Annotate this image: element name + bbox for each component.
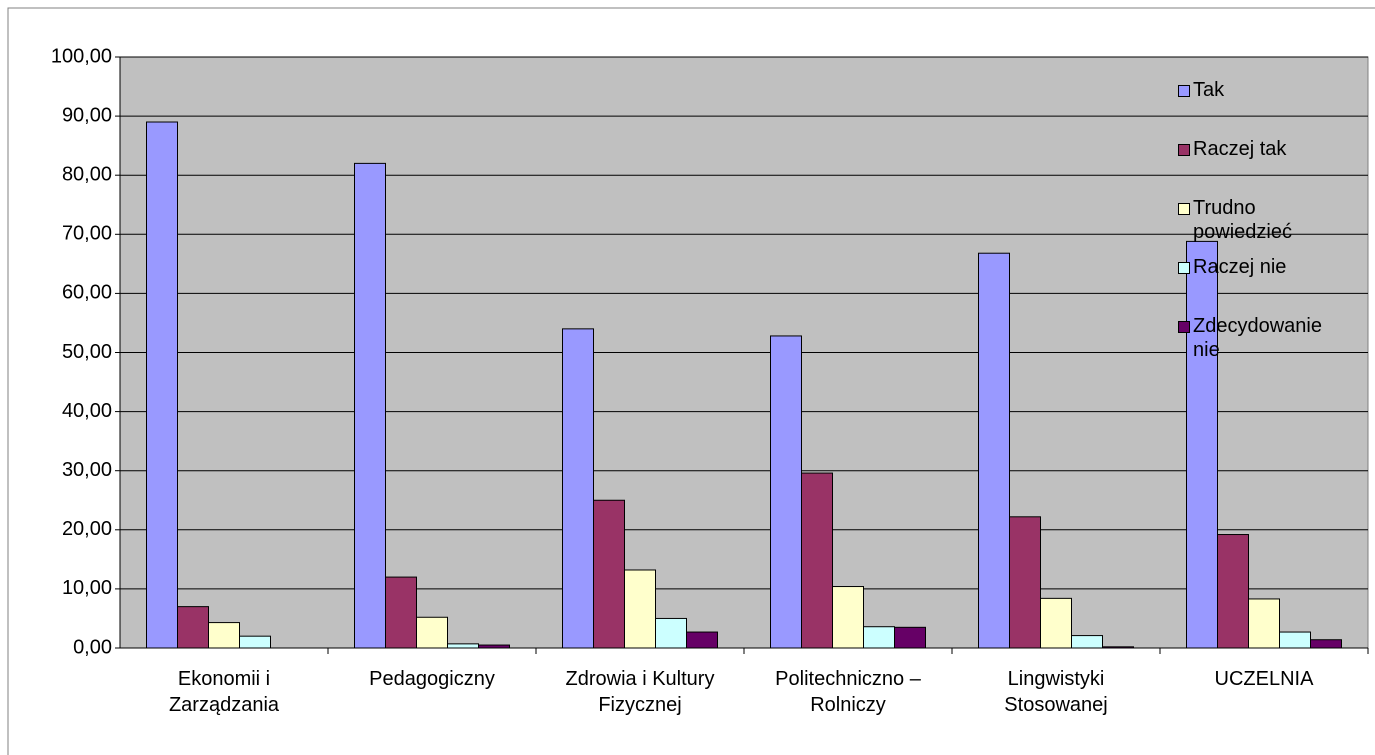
bar bbox=[385, 576, 417, 649]
bar bbox=[239, 635, 271, 649]
legend-label: Raczej tak bbox=[1193, 138, 1287, 160]
bar bbox=[863, 626, 895, 649]
legend-label: Tak bbox=[1193, 79, 1225, 101]
y-tick-label: 40,00 bbox=[62, 400, 112, 422]
x-tick-label: Lingwistyki Stosowanej bbox=[1004, 668, 1108, 716]
legend-swatch bbox=[1178, 85, 1190, 97]
y-tick-label: 100,00 bbox=[51, 45, 112, 67]
bar bbox=[593, 499, 625, 649]
y-tick-label: 20,00 bbox=[62, 518, 112, 540]
bar bbox=[354, 162, 386, 649]
x-tick-label: Politechniczno – Rolniczy bbox=[775, 668, 921, 716]
bar bbox=[416, 616, 448, 649]
legend-label: Raczej nie bbox=[1193, 256, 1287, 278]
bar bbox=[208, 622, 240, 649]
bar bbox=[1102, 646, 1134, 649]
y-tick-label: 10,00 bbox=[62, 577, 112, 599]
bar bbox=[1071, 635, 1103, 649]
bar bbox=[1279, 631, 1311, 649]
bar bbox=[770, 335, 802, 649]
bar bbox=[1186, 240, 1218, 649]
y-tick-label: 60,00 bbox=[62, 282, 112, 304]
x-tick-label: Zdrowia i Kultury Fizycznej bbox=[565, 668, 715, 716]
y-tick-label: 70,00 bbox=[62, 223, 112, 245]
bar bbox=[177, 606, 209, 649]
bar bbox=[562, 328, 594, 649]
bar bbox=[894, 626, 926, 649]
x-tick-label: Ekonomii i Zarządzania bbox=[168, 668, 280, 716]
bar bbox=[832, 586, 864, 649]
y-tick-label: 50,00 bbox=[62, 341, 112, 363]
y-tick-label: 80,00 bbox=[62, 163, 112, 185]
bar bbox=[655, 617, 687, 649]
y-tick-label: 90,00 bbox=[62, 104, 112, 126]
legend-swatch bbox=[1178, 144, 1190, 156]
bar bbox=[1217, 534, 1249, 649]
x-tick-label: Pedagogiczny bbox=[369, 668, 495, 690]
legend-label: Zdecydowanie nie bbox=[1193, 315, 1322, 361]
legend-swatch bbox=[1178, 262, 1190, 274]
bar bbox=[1310, 639, 1342, 649]
bar bbox=[624, 569, 656, 649]
x-tick-label: UCZELNIA bbox=[1214, 668, 1314, 690]
bar bbox=[978, 252, 1010, 649]
y-tick-label: 0,00 bbox=[73, 636, 112, 658]
bar bbox=[146, 121, 178, 649]
legend-swatch bbox=[1178, 203, 1190, 215]
legend-label: Trudno powiedzieć bbox=[1193, 197, 1292, 243]
bar bbox=[801, 472, 833, 649]
bar bbox=[447, 643, 479, 649]
chart-frame bbox=[7, 7, 1375, 755]
bar bbox=[1009, 516, 1041, 649]
bar bbox=[478, 644, 510, 649]
y-tick-label: 30,00 bbox=[62, 459, 112, 481]
bar bbox=[686, 631, 718, 649]
legend-swatch bbox=[1178, 321, 1190, 333]
bar bbox=[1248, 598, 1280, 649]
bar bbox=[1040, 597, 1072, 649]
